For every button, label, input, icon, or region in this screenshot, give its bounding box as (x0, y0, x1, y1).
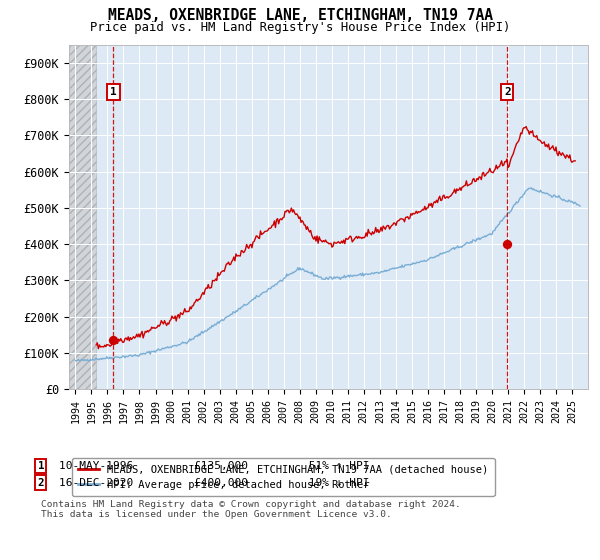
Point (502, 240, 512, 249)
Legend: MEADS, OXENBRIDGE LANE, ETCHINGHAM, TN19 7AA (detached house), HPI: Average pric: MEADS, OXENBRIDGE LANE, ETCHINGHAM, TN19… (71, 458, 494, 496)
Text: MEADS, OXENBRIDGE LANE, ETCHINGHAM, TN19 7AA: MEADS, OXENBRIDGE LANE, ETCHINGHAM, TN19… (107, 8, 493, 24)
Text: 1: 1 (110, 87, 117, 97)
Text: 16-DEC-2020         £400,000         19% ↓ HPI: 16-DEC-2020 £400,000 19% ↓ HPI (59, 478, 370, 488)
Text: 2: 2 (504, 87, 511, 97)
Text: 10-MAY-1996         £135,000         51% ↑ HPI: 10-MAY-1996 £135,000 51% ↑ HPI (59, 461, 370, 471)
Bar (69, 45, 96, 389)
Text: Contains HM Land Registry data © Crown copyright and database right 2024.
This d: Contains HM Land Registry data © Crown c… (41, 500, 461, 519)
Text: Price paid vs. HM Land Registry's House Price Index (HPI): Price paid vs. HM Land Registry's House … (90, 21, 510, 34)
Text: 1: 1 (38, 461, 44, 471)
Text: 2: 2 (38, 478, 44, 488)
Point (109, 336, 118, 345)
